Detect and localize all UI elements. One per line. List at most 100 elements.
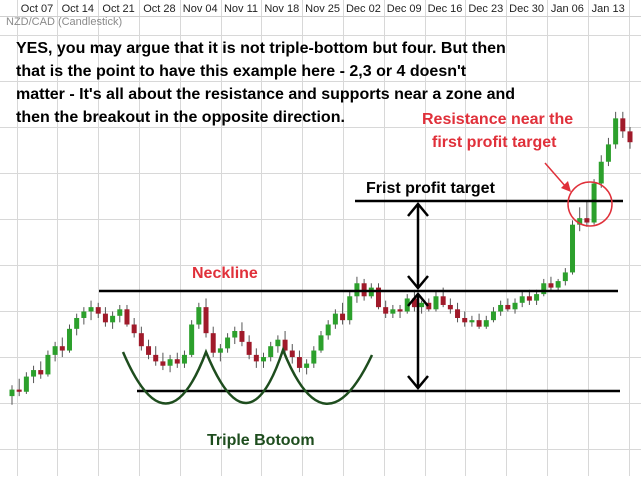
explanation-line-3: matter - It's all about the resistance a… bbox=[16, 86, 515, 103]
candle-body bbox=[433, 296, 439, 310]
candle-body bbox=[232, 331, 238, 338]
resistance-pointer-line bbox=[544, 162, 567, 188]
candle-body bbox=[117, 309, 123, 316]
candle-bearish bbox=[160, 352, 166, 371]
candle-bearish bbox=[95, 302, 101, 318]
candle-body bbox=[217, 348, 223, 353]
candle-bullish bbox=[66, 324, 72, 353]
date-tick-label: Dec 23 bbox=[468, 3, 503, 15]
candle-bearish bbox=[59, 337, 65, 358]
candle-body bbox=[325, 324, 331, 336]
candle-bullish bbox=[110, 311, 116, 329]
candle-body bbox=[490, 311, 496, 321]
candle-body bbox=[577, 218, 583, 225]
candle-body bbox=[45, 354, 51, 375]
candle-bearish bbox=[210, 326, 216, 358]
candle-body bbox=[332, 313, 338, 325]
candle-bullish bbox=[433, 291, 439, 312]
candle-bullish bbox=[181, 350, 187, 368]
candle-body bbox=[296, 357, 302, 368]
candle-body bbox=[289, 350, 295, 358]
date-tick-label: Dec 30 bbox=[509, 3, 544, 15]
candle-bullish bbox=[419, 300, 425, 314]
candle-body bbox=[469, 320, 475, 323]
candle-bearish bbox=[203, 298, 209, 338]
candle-bullish bbox=[390, 304, 396, 318]
candle-body bbox=[246, 341, 252, 355]
triple-bottom-curve bbox=[121, 346, 374, 405]
pattern-height-arrow bbox=[407, 292, 429, 390]
candle-bearish bbox=[447, 298, 453, 314]
candle-bearish bbox=[462, 311, 468, 327]
candle-body bbox=[505, 304, 511, 310]
candle-body bbox=[476, 320, 482, 327]
candle-body bbox=[95, 307, 101, 314]
candle-body bbox=[455, 309, 461, 318]
candle-bearish bbox=[383, 300, 389, 318]
candle-body bbox=[419, 302, 425, 308]
candle-bullish bbox=[534, 289, 540, 305]
candle-body bbox=[483, 320, 489, 327]
resistance-circle bbox=[567, 181, 613, 227]
candle-body bbox=[239, 331, 245, 342]
candle-body bbox=[411, 298, 417, 308]
candle-body bbox=[203, 307, 209, 334]
candle-bearish bbox=[627, 127, 633, 149]
date-tick-label: Nov 11 bbox=[224, 3, 258, 15]
candle-body bbox=[110, 315, 116, 323]
candle-body bbox=[548, 283, 554, 288]
candle-bullish bbox=[275, 335, 281, 353]
candle-bullish bbox=[31, 365, 37, 384]
candle-body bbox=[318, 335, 324, 351]
candle-body bbox=[9, 389, 15, 397]
date-tick-label: Dec 09 bbox=[387, 3, 422, 15]
candle-body bbox=[52, 346, 58, 355]
candle-bullish bbox=[74, 313, 80, 336]
candle-body bbox=[16, 389, 22, 392]
candle-body bbox=[167, 359, 173, 366]
date-tick-label: Nov 04 bbox=[183, 3, 218, 15]
candle-body bbox=[591, 183, 597, 223]
candle-bearish bbox=[174, 352, 180, 368]
pattern-label: Triple Botoom bbox=[207, 432, 315, 449]
candle-body bbox=[81, 311, 87, 318]
candle-bearish bbox=[620, 111, 626, 138]
candle-bullish bbox=[304, 359, 310, 375]
candle-bearish bbox=[411, 289, 417, 312]
candle-bearish bbox=[253, 348, 259, 368]
date-tick-label: Oct 14 bbox=[62, 3, 94, 15]
candle-body bbox=[88, 307, 94, 312]
candle-body bbox=[160, 361, 166, 366]
candle-body bbox=[397, 309, 403, 312]
candle-body bbox=[225, 337, 231, 349]
candle-body bbox=[138, 333, 144, 347]
date-tick-label: Oct 07 bbox=[21, 3, 53, 15]
candle-bearish bbox=[146, 339, 152, 360]
candle-bearish bbox=[397, 304, 403, 318]
date-tick-label: Oct 21 bbox=[102, 3, 134, 15]
candle-body bbox=[462, 317, 468, 323]
candle-body bbox=[440, 296, 446, 305]
candle-bullish bbox=[45, 350, 51, 377]
candle-body bbox=[426, 302, 432, 310]
date-axis: Oct 07 Oct 14 Oct 21 Oct 28 Nov 04 Nov 11 Nov … bbox=[0, 3, 641, 17]
candle-body bbox=[102, 313, 108, 323]
explanation-line-4: then the breakout in the opposite direct… bbox=[16, 109, 345, 126]
candle-bullish bbox=[469, 315, 475, 327]
date-tick-label: Nov 25 bbox=[305, 3, 340, 15]
candle-bearish bbox=[38, 361, 44, 379]
candle-bullish bbox=[332, 309, 338, 329]
candle-bullish bbox=[605, 137, 611, 167]
candle-bearish bbox=[131, 317, 137, 338]
candle-body bbox=[519, 296, 525, 303]
candle-body bbox=[555, 281, 561, 288]
candle-body bbox=[498, 304, 504, 312]
candle-bullish bbox=[9, 385, 15, 405]
resistance-label-line-2: first profit target bbox=[432, 134, 557, 151]
candle-bullish bbox=[23, 372, 29, 394]
candle-body bbox=[210, 333, 216, 353]
candle-body bbox=[31, 370, 37, 377]
candle-body bbox=[253, 354, 259, 362]
